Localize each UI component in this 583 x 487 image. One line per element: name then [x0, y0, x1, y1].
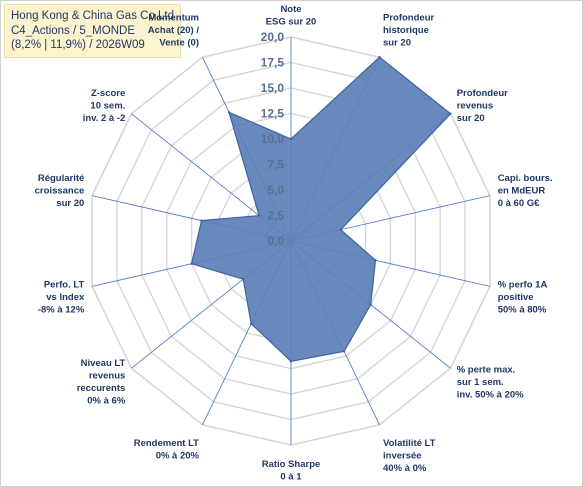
- radial-tick-label: 5,0: [267, 183, 284, 197]
- radial-tick-label: 12,5: [261, 107, 285, 121]
- data-point: [342, 350, 346, 353]
- radial-tick-label: 2,5: [267, 209, 284, 223]
- data-point: [200, 219, 203, 222]
- category-label: Perfo. LT vs Index -8% à 12%: [38, 279, 85, 315]
- radial-tick-label: 20,0: [261, 30, 285, 44]
- data-point: [227, 111, 231, 114]
- category-label: Capi. bours. en MdEUR 0 à 60 G€: [498, 173, 553, 209]
- category-label: Profondeur revenus sur 20: [457, 88, 508, 124]
- category-label: Note ESG sur 20: [266, 4, 317, 28]
- data-point: [339, 228, 342, 231]
- category-label: Volatilité LT inversée 40% à 0%: [383, 438, 436, 474]
- data-point: [374, 259, 377, 262]
- chart-title: Hong Kong & China Gas Co Ltd C4_Actions …: [4, 4, 182, 58]
- title-line-3: (8,2% | 11,9%) / 2026W09: [11, 39, 145, 51]
- data-point: [242, 278, 245, 281]
- category-label: Rendement LT 0% à 20%: [134, 438, 200, 462]
- radial-tick-label: 15,0: [261, 81, 285, 95]
- category-label: Z-score 10 sem. inv. 2 à -2: [83, 88, 126, 124]
- data-point: [257, 214, 261, 217]
- data-point: [250, 322, 253, 325]
- data-series-area: [190, 56, 452, 363]
- data-point: [378, 56, 381, 59]
- data-point: [449, 112, 452, 116]
- category-label: Momentum Achat (20) / Vente (0): [148, 13, 200, 49]
- data-point: [369, 303, 372, 306]
- category-label: % perfo 1A positive 50% à 80%: [498, 279, 548, 315]
- category-label: Régularité croissance sur 20: [35, 173, 85, 209]
- radial-tick-label: 0,0: [267, 234, 284, 248]
- category-label: % perte max. sur 1 sem. inv. 50% à 20%: [457, 364, 524, 400]
- radial-tick-label: 17,5: [261, 56, 285, 70]
- category-label: Ratio Sharpe 0 à 1: [262, 459, 321, 483]
- data-point: [190, 262, 193, 265]
- title-line-1: Hong Kong & China Gas Co Ltd: [11, 10, 175, 22]
- radial-tick-label: 7,5: [267, 158, 284, 172]
- category-label: Profondeur historique sur 20: [383, 13, 434, 49]
- category-label: Niveau LT revenus reccurents 0% à 6%: [77, 358, 126, 407]
- radial-tick-label: 10,0: [261, 132, 285, 146]
- data-point: [289, 360, 293, 363]
- data-point: [289, 137, 293, 141]
- title-line-2: C4_Actions / 5_MONDE: [11, 24, 135, 37]
